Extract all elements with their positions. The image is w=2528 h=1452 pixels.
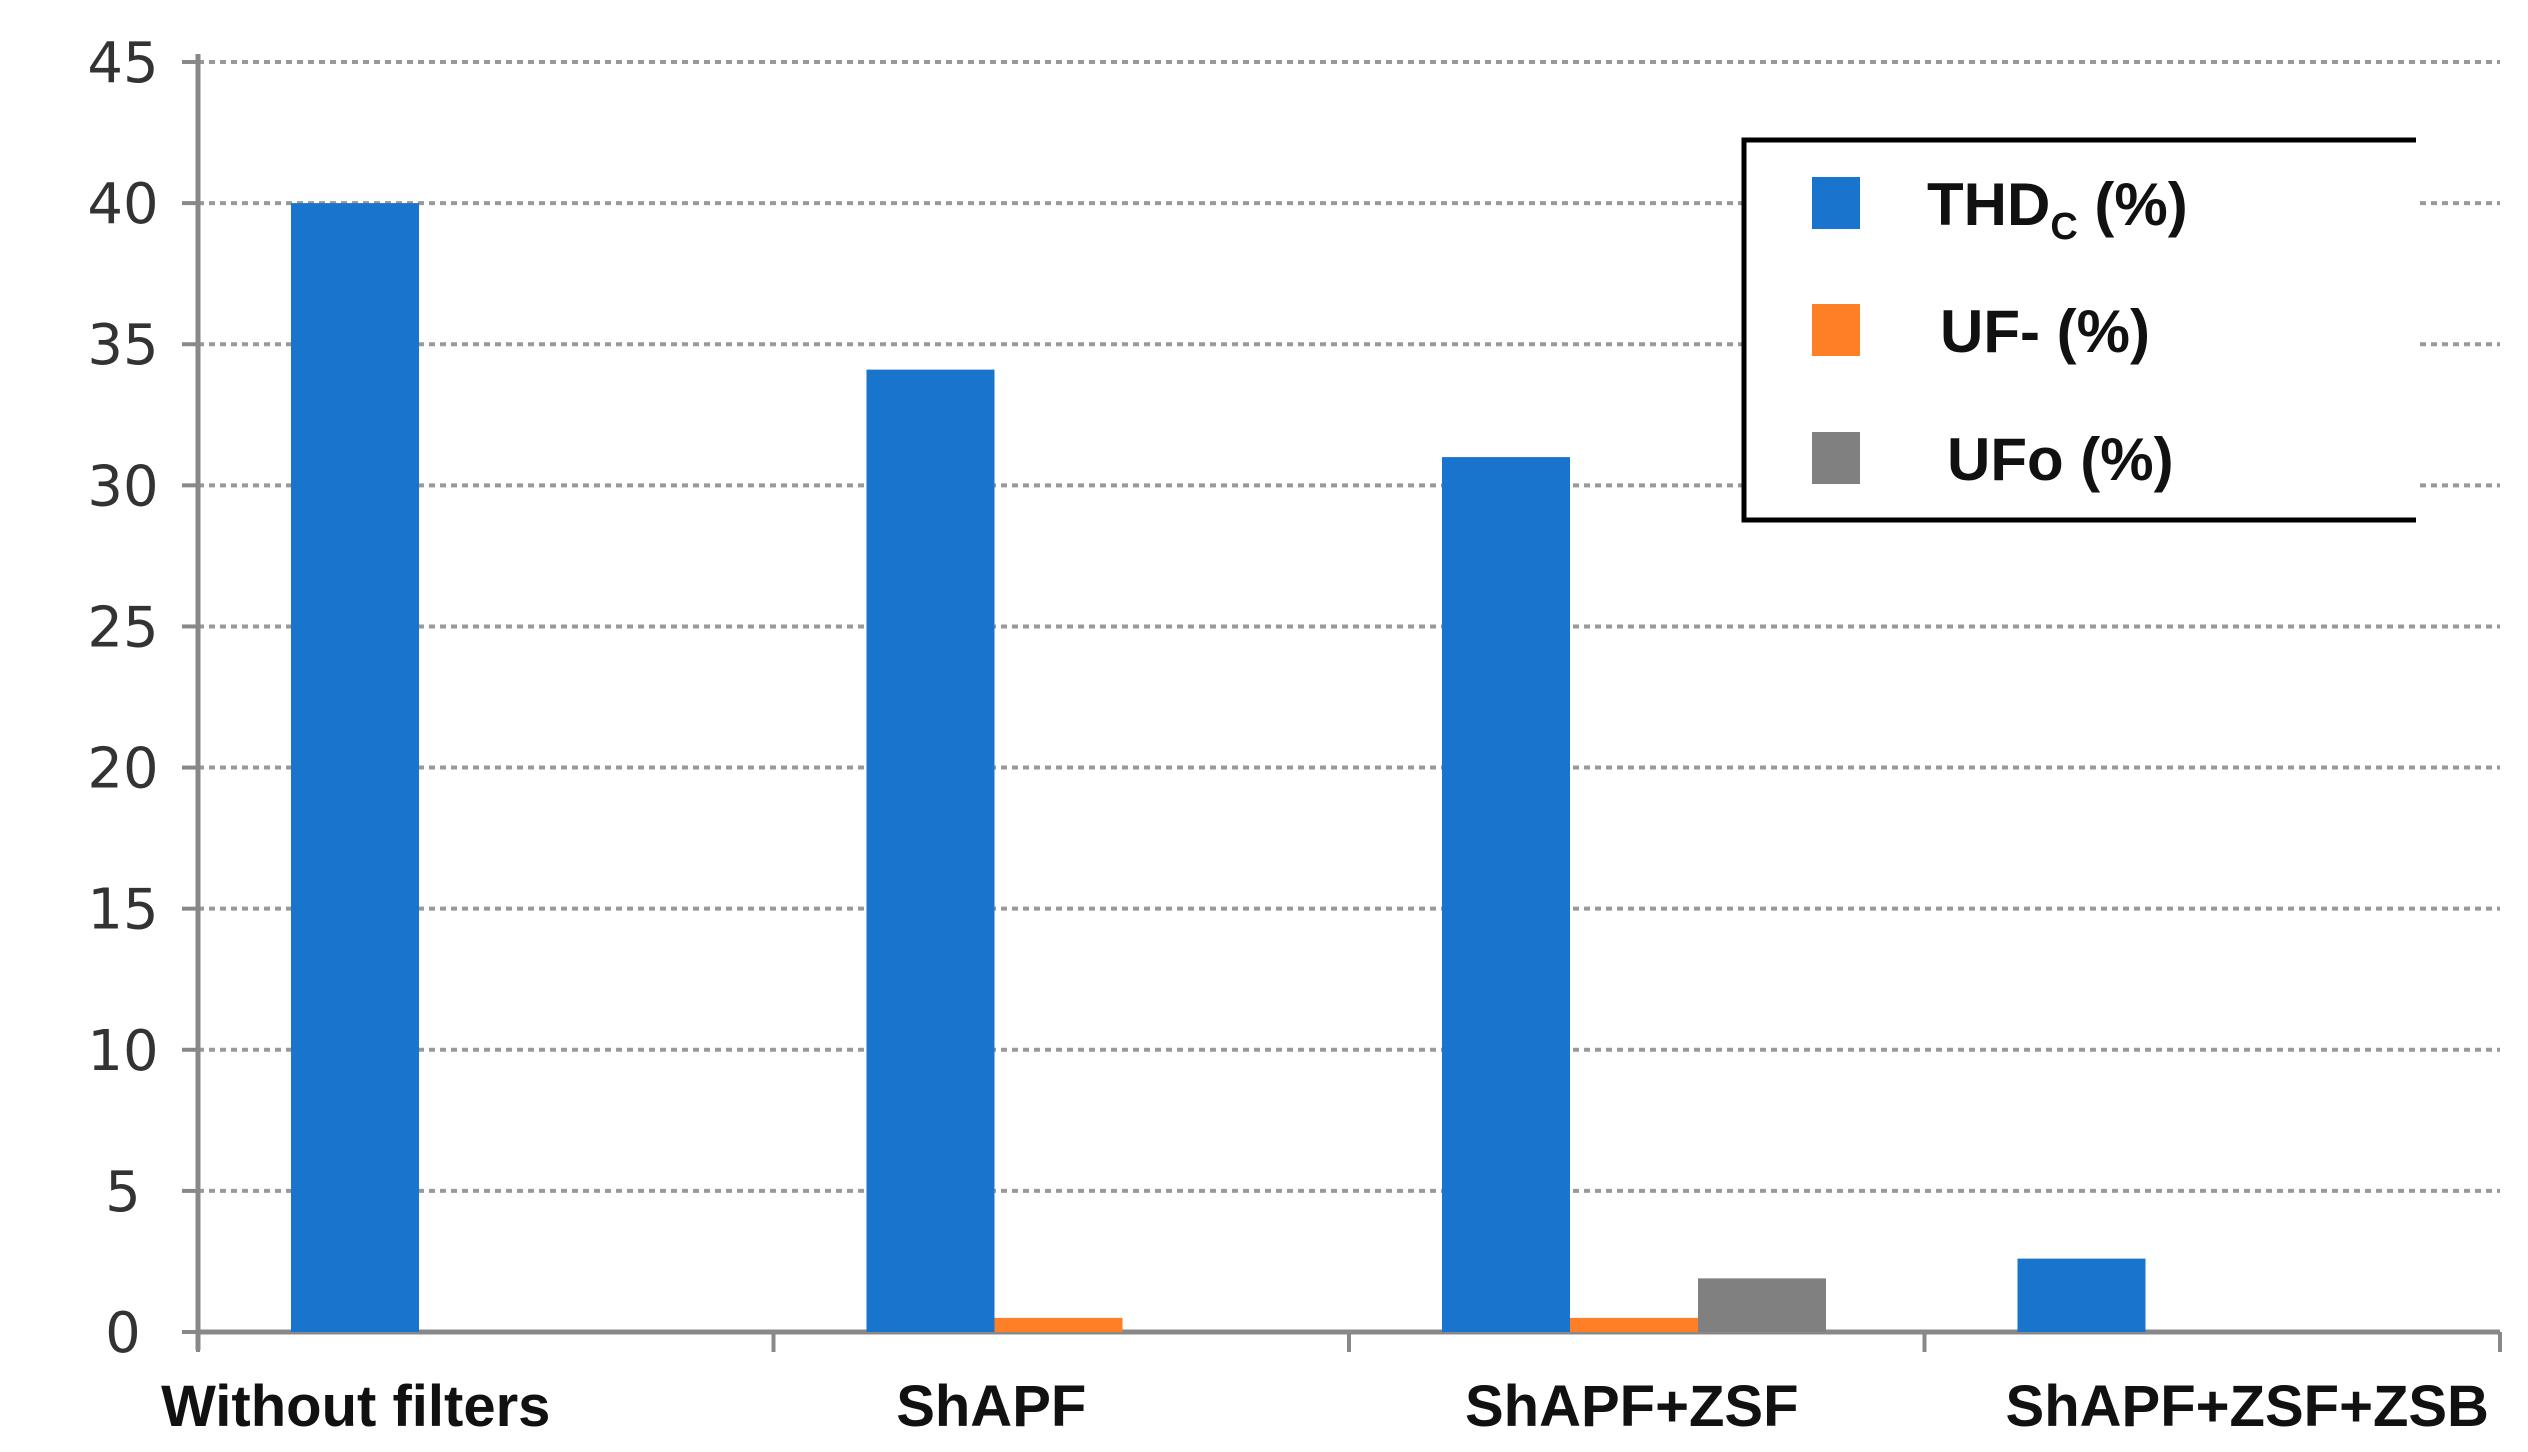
- legend-label: THDC (%): [1927, 171, 2188, 248]
- y-tick-label: 5: [105, 1160, 141, 1225]
- y-tick-label: 15: [87, 878, 158, 943]
- legend-label: UFo (%): [1947, 426, 2174, 493]
- y-tick-label: 35: [87, 313, 158, 378]
- y-tick-label: 25: [87, 595, 158, 660]
- y-tick-label: 30: [87, 454, 158, 519]
- bar-thd: [866, 369, 995, 1333]
- legend-swatch: [1812, 304, 1860, 356]
- bar-thd: [1442, 457, 1570, 1333]
- tick-labels: 0 5 10 15 20 25 30 35 40 45 Without filters ShAPF Sh…: [87, 31, 2489, 1439]
- bar-thd: [291, 203, 419, 1333]
- y-tick-label: 20: [87, 737, 158, 802]
- bar-uf-neg: [994, 1317, 1123, 1332]
- y-tick-label: 0: [105, 1301, 141, 1366]
- x-tick-label: ShAPF: [896, 1374, 1086, 1439]
- y-tick-label: 45: [87, 31, 158, 96]
- x-tick-label: ShAPF+ZSF: [1465, 1374, 1799, 1439]
- legend-swatch: [1812, 177, 1860, 229]
- legend-swatch: [1812, 432, 1860, 484]
- bar-ufo: [1698, 1278, 1826, 1332]
- x-tick-label: ShAPF+ZSF+ZSB: [2006, 1374, 2489, 1439]
- bars: [291, 203, 2146, 1333]
- legend-label: UF- (%): [1940, 298, 2150, 365]
- x-tick-label: Without filters: [161, 1374, 550, 1439]
- bar-thd: [2017, 1258, 2146, 1332]
- bar-uf-neg: [1570, 1317, 1698, 1332]
- legend-border: [1741, 137, 2416, 523]
- y-tick-label: 40: [87, 172, 158, 237]
- legend: THDC (%) UF- (%) UFo (%): [1741, 137, 2416, 523]
- y-tick-label: 10: [87, 1019, 158, 1084]
